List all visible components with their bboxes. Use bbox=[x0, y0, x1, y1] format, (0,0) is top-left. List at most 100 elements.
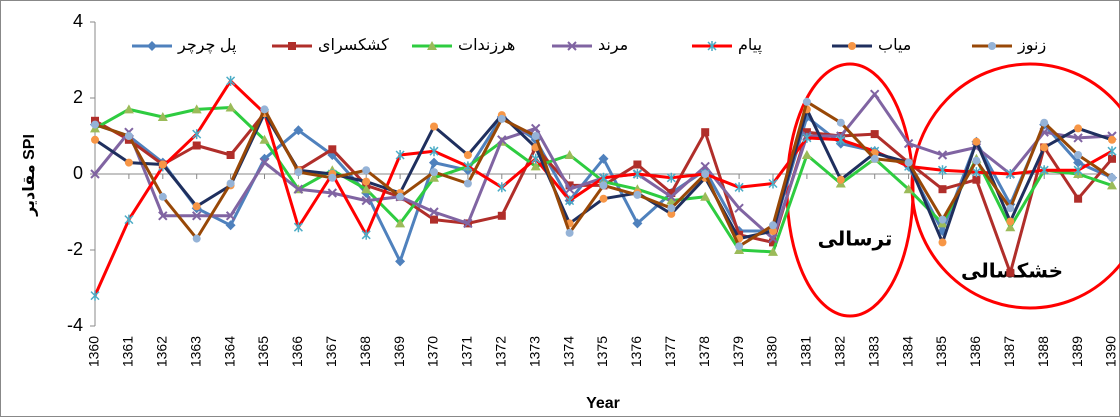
marker bbox=[802, 132, 812, 143]
marker bbox=[1074, 194, 1083, 203]
marker bbox=[463, 218, 473, 229]
x-tick-label: 1373 bbox=[526, 336, 542, 367]
marker bbox=[294, 168, 303, 177]
marker bbox=[870, 154, 879, 163]
marker bbox=[870, 130, 879, 139]
x-tick-label: 1380 bbox=[764, 336, 780, 367]
marker bbox=[463, 161, 473, 172]
legend-marker bbox=[288, 42, 296, 50]
marker bbox=[768, 246, 778, 256]
x-tick-label: 1371 bbox=[459, 336, 475, 367]
marker bbox=[430, 122, 438, 131]
marker bbox=[802, 128, 811, 137]
x-tick-label: 1369 bbox=[391, 336, 407, 367]
marker bbox=[598, 172, 609, 183]
marker bbox=[667, 209, 676, 218]
y-tick-label: -2 bbox=[67, 239, 83, 259]
marker bbox=[938, 185, 947, 194]
marker bbox=[429, 146, 439, 157]
legend-marker bbox=[848, 42, 856, 50]
marker bbox=[192, 129, 202, 140]
marker bbox=[836, 134, 846, 145]
marker bbox=[396, 192, 405, 201]
marker bbox=[260, 105, 269, 114]
marker bbox=[1039, 165, 1049, 176]
marker bbox=[735, 242, 744, 251]
x-tick-label: 1382 bbox=[832, 336, 848, 367]
marker bbox=[429, 207, 439, 217]
x-tick-label: 1378 bbox=[696, 336, 712, 367]
marker bbox=[701, 170, 710, 178]
marker bbox=[1108, 135, 1116, 144]
marker bbox=[734, 203, 744, 213]
marker bbox=[565, 181, 574, 190]
marker bbox=[1108, 154, 1116, 163]
x-tick-label: 1370 bbox=[425, 336, 441, 367]
marker bbox=[938, 238, 947, 247]
marker bbox=[666, 172, 676, 183]
x-tick-label: 1372 bbox=[493, 336, 509, 367]
marker bbox=[327, 188, 338, 198]
legend-marker bbox=[427, 41, 437, 50]
marker bbox=[666, 192, 677, 202]
marker bbox=[768, 178, 778, 189]
x-tick-label: 1368 bbox=[357, 336, 373, 367]
marker bbox=[836, 175, 845, 184]
marker bbox=[972, 156, 981, 165]
marker bbox=[1108, 173, 1116, 182]
x-tick-label: 1365 bbox=[255, 336, 271, 367]
legend-label: زنوز bbox=[1017, 37, 1046, 55]
y-tick-label: 0 bbox=[73, 163, 83, 183]
marker bbox=[157, 112, 168, 121]
marker bbox=[430, 215, 438, 224]
marker bbox=[531, 132, 540, 140]
marker bbox=[769, 221, 777, 230]
marker bbox=[565, 195, 575, 206]
y-tick-label: 2 bbox=[73, 87, 83, 107]
marker bbox=[293, 125, 304, 136]
marker bbox=[328, 145, 337, 154]
x-tick-label: 1383 bbox=[865, 336, 881, 367]
x-axis-label: Year bbox=[586, 395, 620, 412]
legend-bg bbox=[546, 36, 682, 56]
marker bbox=[361, 195, 371, 206]
x-tick-label: 1381 bbox=[798, 336, 814, 367]
marker bbox=[191, 104, 202, 114]
marker bbox=[361, 184, 372, 194]
x-tick-label: 1386 bbox=[967, 336, 983, 367]
marker bbox=[666, 195, 677, 205]
legend-bg bbox=[126, 36, 262, 56]
legend-label: پیام bbox=[738, 37, 762, 55]
marker bbox=[598, 153, 609, 164]
marker bbox=[700, 161, 710, 172]
marker bbox=[903, 184, 914, 194]
x-tick-label: 1364 bbox=[221, 336, 237, 367]
legend-marker bbox=[147, 41, 157, 51]
marker bbox=[430, 168, 438, 177]
legend-label: پل چرچر bbox=[177, 37, 236, 55]
x-tick-label: 1360 bbox=[86, 336, 102, 367]
marker bbox=[1107, 146, 1117, 157]
y-axis-label: مقادیر SPI bbox=[21, 134, 38, 217]
marker bbox=[124, 214, 134, 225]
marker bbox=[599, 181, 608, 190]
y-tick-label: 4 bbox=[73, 11, 83, 31]
legend-bg bbox=[826, 36, 962, 56]
legend-marker bbox=[707, 41, 717, 51]
marker bbox=[497, 211, 506, 220]
marker bbox=[565, 228, 574, 237]
marker bbox=[1005, 222, 1016, 232]
marker bbox=[937, 150, 948, 160]
x-tick-label: 1389 bbox=[1069, 336, 1085, 367]
marker bbox=[226, 179, 235, 188]
marker bbox=[259, 134, 270, 144]
marker bbox=[667, 204, 676, 213]
marker bbox=[123, 104, 134, 114]
x-tick-label: 1390 bbox=[1103, 336, 1119, 367]
marker bbox=[734, 182, 744, 193]
legend-marker bbox=[988, 42, 996, 50]
marker bbox=[768, 233, 778, 244]
marker bbox=[530, 123, 541, 134]
x-tick-label: 1363 bbox=[187, 336, 203, 367]
marker bbox=[1073, 165, 1083, 176]
